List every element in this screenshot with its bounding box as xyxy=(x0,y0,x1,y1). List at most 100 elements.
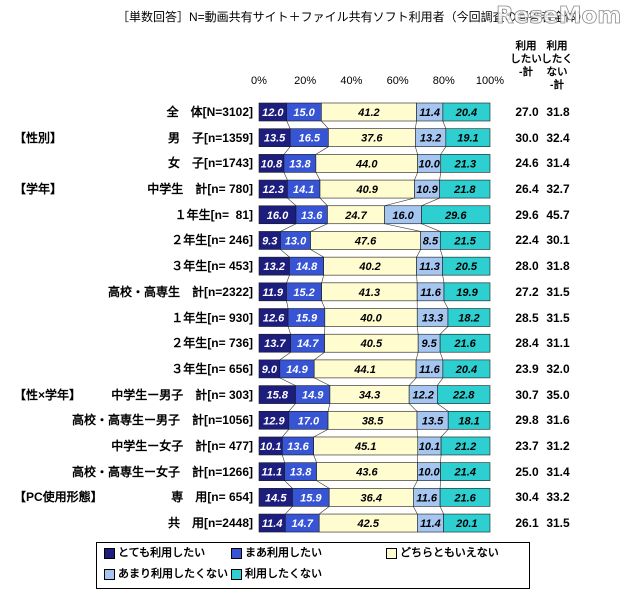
row-label: 専 用 xyxy=(171,490,208,505)
bar-row: 12.3 14.1 40.9 10.9 21.8 xyxy=(258,179,491,199)
row-label: 共 用 xyxy=(167,516,204,531)
bar-segment xyxy=(447,410,491,430)
row-label: 高校・高専生ー男子 計 xyxy=(71,413,204,428)
data-label: 12.2 xyxy=(413,390,434,402)
row-n-label: [n= 477] xyxy=(207,438,253,453)
data-label: 10.1 xyxy=(260,441,281,453)
series-line xyxy=(439,352,444,361)
row-label-line: 中学生ー女子 計[n= 477] xyxy=(0,438,253,454)
series-line xyxy=(287,197,297,206)
series-line xyxy=(283,146,291,155)
data-label: 14.9 xyxy=(302,390,324,402)
bar-row: 12.0 15.0 41.2 11.4 20.4 xyxy=(258,102,491,122)
data-label: 24.7 xyxy=(344,210,367,222)
row-label-line: 専 用[n= 654] xyxy=(0,489,253,505)
series-line xyxy=(415,120,417,129)
x-tick-label: 100% xyxy=(476,75,504,87)
not-want-total-value: 33.2 xyxy=(546,490,570,505)
row-label: １年生 xyxy=(171,310,208,325)
data-label: 10.0 xyxy=(418,467,440,479)
want-total-header: 利用 したい -計 xyxy=(510,40,542,78)
series-line xyxy=(421,223,441,232)
data-label: 20.5 xyxy=(455,261,478,273)
series-line xyxy=(414,172,418,181)
bar-segment xyxy=(447,308,491,327)
row-n-label: [n=1359] xyxy=(203,130,253,145)
data-label: 14.9 xyxy=(286,364,308,376)
series-line xyxy=(442,120,447,129)
data-label: 21.5 xyxy=(453,235,476,247)
data-label: 16.5 xyxy=(299,133,321,145)
data-label: 15.2 xyxy=(293,287,314,299)
row-n-label: [n= 81] xyxy=(210,207,253,222)
data-label: 47.6 xyxy=(354,235,377,247)
data-label: 40.0 xyxy=(359,313,382,325)
series-line xyxy=(321,120,329,129)
series-line xyxy=(280,249,290,258)
series-line xyxy=(314,351,325,361)
want-total-value: 29.6 xyxy=(515,207,539,222)
data-label: 10.1 xyxy=(419,441,440,453)
series-line xyxy=(442,275,445,283)
x-tick-label: 0% xyxy=(251,75,267,87)
series-line xyxy=(421,197,440,207)
x-tick-label: 80% xyxy=(433,75,455,87)
row-label: １年生 xyxy=(174,207,211,222)
data-label: 40.2 xyxy=(358,261,380,273)
data-label: 14.5 xyxy=(265,492,287,504)
watermark-logo: ReseMom xyxy=(496,3,621,30)
bar-segment xyxy=(442,102,491,122)
series-line xyxy=(287,326,291,335)
legend-label: 利用したくない xyxy=(245,568,322,580)
want-total-value: 23.7 xyxy=(515,438,539,453)
not-want-total-value: 32.7 xyxy=(546,182,570,197)
row-label-line: 共 用[n=2448] xyxy=(0,515,253,531)
series-line xyxy=(416,326,419,335)
want-total-value: 28.5 xyxy=(515,310,539,325)
bar-row: 10.8 13.8 44.0 10.0 21.3 xyxy=(258,154,491,173)
bar-row: 11.9 15.2 41.3 11.6 19.9 xyxy=(258,282,491,302)
series-line xyxy=(439,172,442,181)
series-line xyxy=(440,454,442,463)
row-label-line: ２年生[n= 736] xyxy=(0,335,253,351)
not-want-total-value: 31.2 xyxy=(546,438,570,453)
legend-label: どちらともいえない xyxy=(400,547,499,559)
row-n-label: [n= 654] xyxy=(207,490,253,505)
not-want-total-value: 32.0 xyxy=(546,361,570,376)
data-label: 20.4 xyxy=(455,364,477,376)
series-line xyxy=(439,506,444,515)
bar-segment xyxy=(442,256,491,276)
not-want-total-value: 31.4 xyxy=(546,464,570,479)
bar-row: 15.8 14.9 34.3 12.2 22.8 xyxy=(258,385,491,404)
legend-item: まあ利用したい xyxy=(231,545,322,561)
bar-row: 12.9 17.0 38.5 13.5 18.1 xyxy=(258,410,491,430)
series-line xyxy=(443,300,449,309)
series-line xyxy=(282,454,285,463)
legend: とても利用したい まあ利用したい どちらともいえない あまり利用したくない 利用したくな… xyxy=(96,542,530,589)
data-label: 13.8 xyxy=(290,467,312,479)
data-label: 44.1 xyxy=(353,364,375,376)
bar-segment xyxy=(443,282,491,302)
row-n-label: [n= 930] xyxy=(207,310,253,325)
series-line xyxy=(437,403,449,412)
series-line xyxy=(413,480,418,489)
row-n-label: [n= 736] xyxy=(207,336,253,351)
not-want-total-value: 30.1 xyxy=(546,233,570,248)
data-label: 11.3 xyxy=(419,261,440,273)
bar-row: 12.6 15.9 40.0 13.3 18.2 xyxy=(258,308,491,327)
want-total-value: 28.0 xyxy=(515,259,539,274)
not-want-total-value: 31.4 xyxy=(546,156,570,171)
data-label: 41.2 xyxy=(357,107,379,119)
data-label: 11.1 xyxy=(262,467,283,479)
row-label: 女 子 xyxy=(167,156,204,171)
data-label: 11.6 xyxy=(419,364,440,376)
row-n-label: [n=1266] xyxy=(203,464,253,479)
row-label-line: 高校・高専生ー男子 計[n=1056] xyxy=(0,412,253,428)
legend-label: とても利用したい xyxy=(118,547,206,559)
data-label: 9.5 xyxy=(421,338,437,350)
data-label: 14.7 xyxy=(292,518,314,530)
want-total-value: 29.8 xyxy=(515,413,539,428)
series-line xyxy=(286,120,291,129)
row-label-line: １年生[n= 81] xyxy=(0,207,253,223)
row-label-line: 全 体[N=3102] xyxy=(0,104,253,120)
